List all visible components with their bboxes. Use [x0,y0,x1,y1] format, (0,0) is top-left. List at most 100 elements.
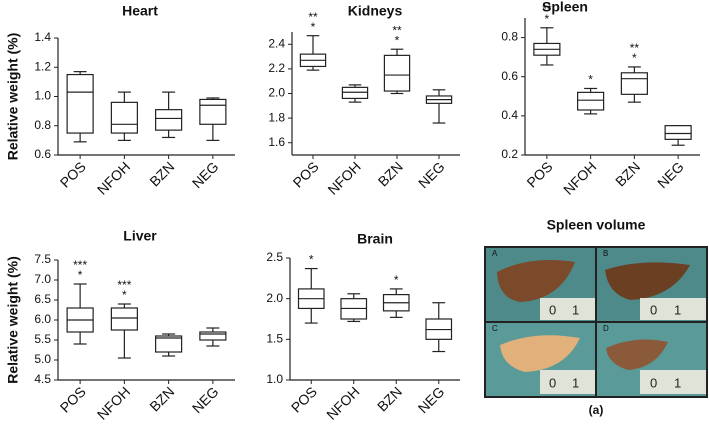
x-tick-label: NEG [189,158,222,191]
photo-a: A 0 1 [486,248,595,321]
photo-b: B 0 1 [597,248,706,321]
significance-label: * [122,288,127,302]
box [155,335,183,353]
y-tick-label: 0.6 [501,69,518,83]
y-tick-label: 2.0 [268,86,285,100]
ruler-label: 0 [650,375,657,390]
photo-c: C 0 1 [486,323,595,396]
panel: Spleen0.20.40.60.8POS******NFOH*BZN***NE… [501,0,700,198]
significance-label: *** [540,0,554,6]
x-tick-label: BZN [612,158,643,189]
y-tick-label: 2.4 [268,36,285,50]
ruler-label: 1 [572,375,579,390]
ruler-label: 1 [674,302,681,317]
photo-label: C [492,324,498,333]
y-tick-label: 1.0 [34,89,51,103]
significance-label: * [309,253,314,267]
box [664,125,692,140]
significance-label: * [395,33,400,47]
y-tick-label: 0.4 [501,108,518,122]
panel: Liver Relative weight (%) 4.5 5.0 5.5 6.0 6.5 7… [5,228,235,423]
box [199,98,227,125]
y-tick-label: 7.5 [34,252,51,266]
x-tick-label: BZN [375,158,406,189]
panel: Brain 1.0 1.5 2.0 2.5 POS * NFOH BZN * NEG [266,231,460,423]
significance-label: * [311,20,316,34]
y-tick-label: 4.5 [34,372,51,386]
box [155,109,183,131]
box [577,91,605,111]
box [110,101,138,134]
y-tick-label: 7.0 [34,272,51,286]
significance-label: *** [73,258,87,272]
significance-label: * [588,73,593,87]
y-tick-label: 0.8 [34,118,51,132]
significance-label: ** [392,23,402,37]
box [620,72,648,95]
x-tick-label: NFOH [324,158,363,197]
ruler-label: 0 [650,302,657,317]
x-tick-label: NEG [415,158,448,191]
y-tick-label: 6.0 [34,312,51,326]
x-tick-label: NEG [654,158,687,191]
y-tick-label: 1.2 [34,59,51,73]
y-axis-label: Relative weight (%) [5,256,21,384]
photo-label: A [492,249,498,258]
box [199,331,227,341]
box [383,54,411,92]
y-tick-label: 0.2 [501,147,518,161]
box [341,86,369,100]
x-tick-label: POS [57,158,89,190]
photo-label: D [603,324,609,333]
x-tick-label: NFOH [94,158,133,197]
x-tick-label: POS [523,158,555,190]
photo-caption: (a) [589,403,604,417]
panel-title: Heart [122,3,158,19]
ruler-label: 0 [549,302,556,317]
photo-title: Spleen volume [547,217,646,233]
x-tick-label: NFOH [94,383,133,422]
significance-label: ** [308,10,318,24]
x-tick-label: NEG [189,383,222,416]
y-axis-label: Relative weight (%) [5,33,21,161]
x-tick-label: BZN [374,383,405,414]
panel-title: Liver [123,228,157,244]
significance-label: * [78,268,83,282]
ruler-label: 1 [572,302,579,317]
significance-label: ** [542,2,552,16]
box [110,307,138,331]
box [66,73,94,134]
y-tick-label: 5.5 [34,332,51,346]
photo-label: B [603,249,608,258]
significance-label: * [394,273,399,287]
x-tick-label: POS [288,383,320,415]
x-tick-label: BZN [146,383,177,414]
x-tick-label: POS [290,158,322,190]
y-tick-label: 2.2 [268,61,285,75]
y-tick-label: 1.6 [268,135,285,149]
ruler-label: 1 [674,375,681,390]
ruler-label: 0 [549,375,556,390]
panel-title: Spleen [542,0,588,15]
y-tick-label: 5.0 [34,352,51,366]
x-tick-label: BZN [146,158,177,189]
y-tick-label: 0.6 [34,147,51,161]
x-tick-label: POS [57,383,89,415]
x-tick-label: NFOH [560,158,599,197]
panel: Heart Relative weight (%) 0.6 0.8 1.0 1.2 1.4 P… [5,3,235,198]
y-tick-label: 0.8 [501,30,518,44]
panel-title: Brain [357,231,393,247]
y-tick-label: 2.5 [266,250,283,264]
y-tick-label: 1.5 [266,332,283,346]
y-tick-label: 2.0 [266,291,283,305]
photo-panel: Spleen volume A 0 1 B 0 1 C 0 1 [484,217,708,417]
significance-label: *** [117,278,131,292]
y-tick-label: 6.5 [34,292,51,306]
y-tick-label: 1.4 [34,30,51,44]
y-tick-label: 1.8 [268,110,285,124]
significance-label: * [632,51,637,65]
photo-d: D 0 1 [597,323,706,396]
y-tick-label: 1.0 [266,372,283,386]
